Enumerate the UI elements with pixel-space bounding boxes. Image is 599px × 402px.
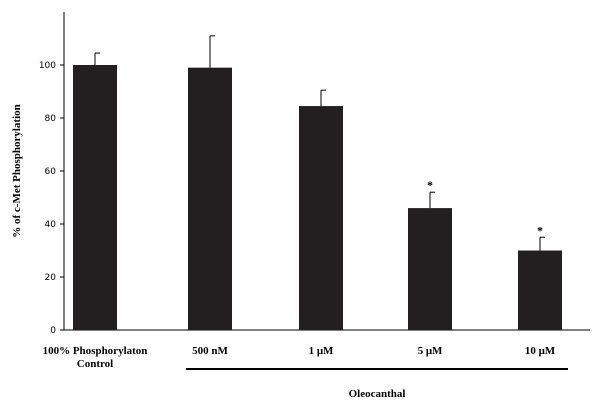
x-tick-label: 500 nM: [192, 345, 228, 357]
x-tick-label: 10 μM: [525, 345, 556, 357]
y-tick-label: 20: [45, 273, 57, 283]
y-axis: 0 20 40 60 80 100: [39, 12, 590, 336]
y-tick-label: 0: [50, 326, 56, 336]
y-tick-label: 80: [45, 114, 57, 124]
y-axis-title: % of c-Met Phosphorylation: [11, 104, 23, 238]
x-tick-labels: 100% Phosphorylaton Control 500 nM 1 μM 5 μM…: [43, 345, 556, 370]
bar: [408, 208, 452, 330]
y-tick-label: 60: [45, 167, 57, 177]
y-tick-label: 100: [39, 61, 56, 71]
bar: [518, 250, 562, 330]
error-bars: [94, 35, 545, 251]
bar: [188, 67, 232, 331]
significance-asterisk: *: [427, 178, 433, 192]
y-tick-label: 40: [45, 220, 57, 230]
x-tick-label: 5 μM: [418, 345, 443, 357]
bars: [73, 65, 562, 331]
significance-asterisk: *: [537, 223, 543, 237]
treatment-group-label: Oleocanthal: [349, 388, 406, 400]
x-tick-label: 1 μM: [309, 345, 334, 357]
bar: [73, 65, 117, 330]
significance-marks: **: [427, 178, 543, 237]
bar: [299, 106, 343, 330]
x-tick-label: 100% Phosphorylaton Control: [43, 345, 148, 370]
